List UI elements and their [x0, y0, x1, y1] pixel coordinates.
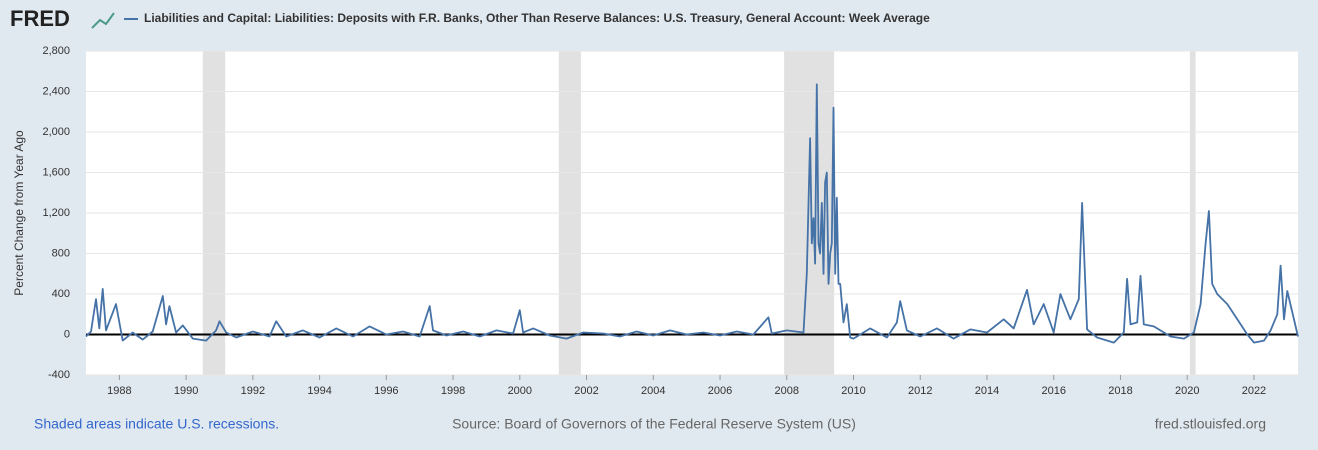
x-tick-label: 2002	[574, 385, 598, 397]
x-tick-label: 1996	[374, 385, 398, 397]
logo: FRED	[10, 6, 70, 31]
y-tick-label: 2,400	[42, 85, 70, 97]
legend-label: Liabilities and Capital: Liabilities: De…	[144, 11, 930, 25]
x-tick-label: 2008	[775, 385, 799, 397]
y-tick-label: 0	[64, 328, 70, 340]
x-tick-label: 1992	[241, 385, 265, 397]
x-tick-label: 1990	[174, 385, 198, 397]
y-tick-label: 1,600	[42, 166, 70, 178]
footer-note[interactable]: Shaded areas indicate U.S. recessions.	[34, 416, 279, 432]
x-tick-label: 2014	[975, 385, 999, 397]
x-tick-label: 2000	[508, 385, 532, 397]
x-tick-label: 2012	[908, 385, 932, 397]
y-tick-label: -400	[48, 369, 70, 381]
x-tick-label: 2004	[641, 385, 665, 397]
y-axis-label: Percent Change from Year Ago	[12, 130, 26, 296]
y-tick-label: 800	[52, 247, 70, 259]
x-tick-label: 2006	[708, 385, 732, 397]
y-tick-label: 2,000	[42, 126, 70, 138]
x-tick-label: 1988	[107, 385, 131, 397]
x-tick-label: 2020	[1175, 385, 1199, 397]
footer-source: Source: Board of Governors of the Federa…	[452, 416, 856, 432]
x-tick-label: 2010	[841, 385, 865, 397]
y-tick-label: 400	[52, 288, 70, 300]
x-tick-label: 1998	[441, 385, 465, 397]
x-tick-label: 2016	[1041, 385, 1065, 397]
x-tick-label: 1994	[307, 385, 331, 397]
y-tick-label: 2,800	[42, 45, 70, 57]
logo-icon	[91, 12, 115, 29]
x-tick-label: 2018	[1108, 385, 1132, 397]
y-tick-label: 1,200	[42, 207, 70, 219]
series-line	[85, 83, 1299, 344]
x-tick-label: 2022	[1242, 385, 1266, 397]
footer-url: fred.stlouisfed.org	[1155, 416, 1266, 432]
